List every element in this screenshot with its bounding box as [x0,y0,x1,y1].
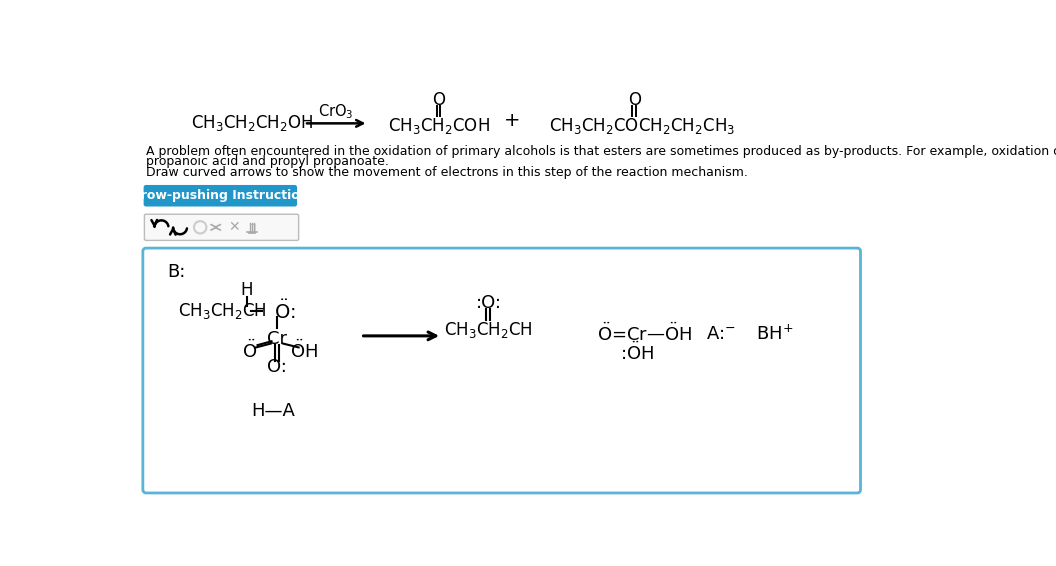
Text: BH$^{+}$: BH$^{+}$ [756,324,793,343]
FancyBboxPatch shape [143,248,861,493]
Text: $\ddot{\mathrm{O}}$:: $\ddot{\mathrm{O}}$: [274,299,296,323]
Text: CH$_3$CH$_2$CH: CH$_3$CH$_2$CH [178,301,267,321]
Text: CH$_3$CH$_2$CH$_2$OH: CH$_3$CH$_2$CH$_2$OH [191,113,314,134]
Text: O: O [432,91,446,109]
Text: :O:: :O: [475,294,502,312]
Text: +: + [504,111,520,130]
Text: CH$_3$CH$_2$COH: CH$_3$CH$_2$COH [388,117,490,136]
Text: O: O [627,91,641,109]
Text: Cr: Cr [267,330,287,348]
Text: CH$_3$CH$_2$COCH$_2$CH$_2$CH$_3$: CH$_3$CH$_2$COCH$_2$CH$_2$CH$_3$ [549,117,735,136]
Text: Arrow-pushing Instructions: Arrow-pushing Instructions [125,189,316,202]
Text: $\ddot{\mathrm{O}}$=Cr—$\ddot{\mathrm{O}}$H: $\ddot{\mathrm{O}}$=Cr—$\ddot{\mathrm{O}… [597,323,692,345]
FancyBboxPatch shape [144,185,297,207]
Text: ⬛: ⬛ [249,222,256,232]
FancyBboxPatch shape [145,214,299,241]
Text: ✕: ✕ [228,220,240,234]
Text: $\ddot{\mathrm{O}}$H: $\ddot{\mathrm{O}}$H [290,340,318,362]
Text: $\ddot{\mathrm{O}}$: $\ddot{\mathrm{O}}$ [242,340,258,362]
Text: O:: O: [267,358,287,376]
Text: A:$^{-}$: A:$^{-}$ [705,324,735,342]
Text: CrO$_3$: CrO$_3$ [318,102,354,121]
Text: H—A: H—A [251,401,295,419]
Text: B:: B: [167,263,185,281]
Text: :$\ddot{\mathrm{O}}$H: :$\ddot{\mathrm{O}}$H [620,342,654,364]
Text: propanoic acid and propyl propanoate.: propanoic acid and propyl propanoate. [146,155,389,168]
Text: A problem often encountered in the oxidation of primary alcohols is that esters : A problem often encountered in the oxida… [146,144,1056,157]
Text: Draw curved arrows to show the movement of electrons in this step of the reactio: Draw curved arrows to show the movement … [146,166,748,179]
Text: H: H [241,281,253,299]
Text: CH$_3$CH$_2$CH: CH$_3$CH$_2$CH [445,320,533,340]
